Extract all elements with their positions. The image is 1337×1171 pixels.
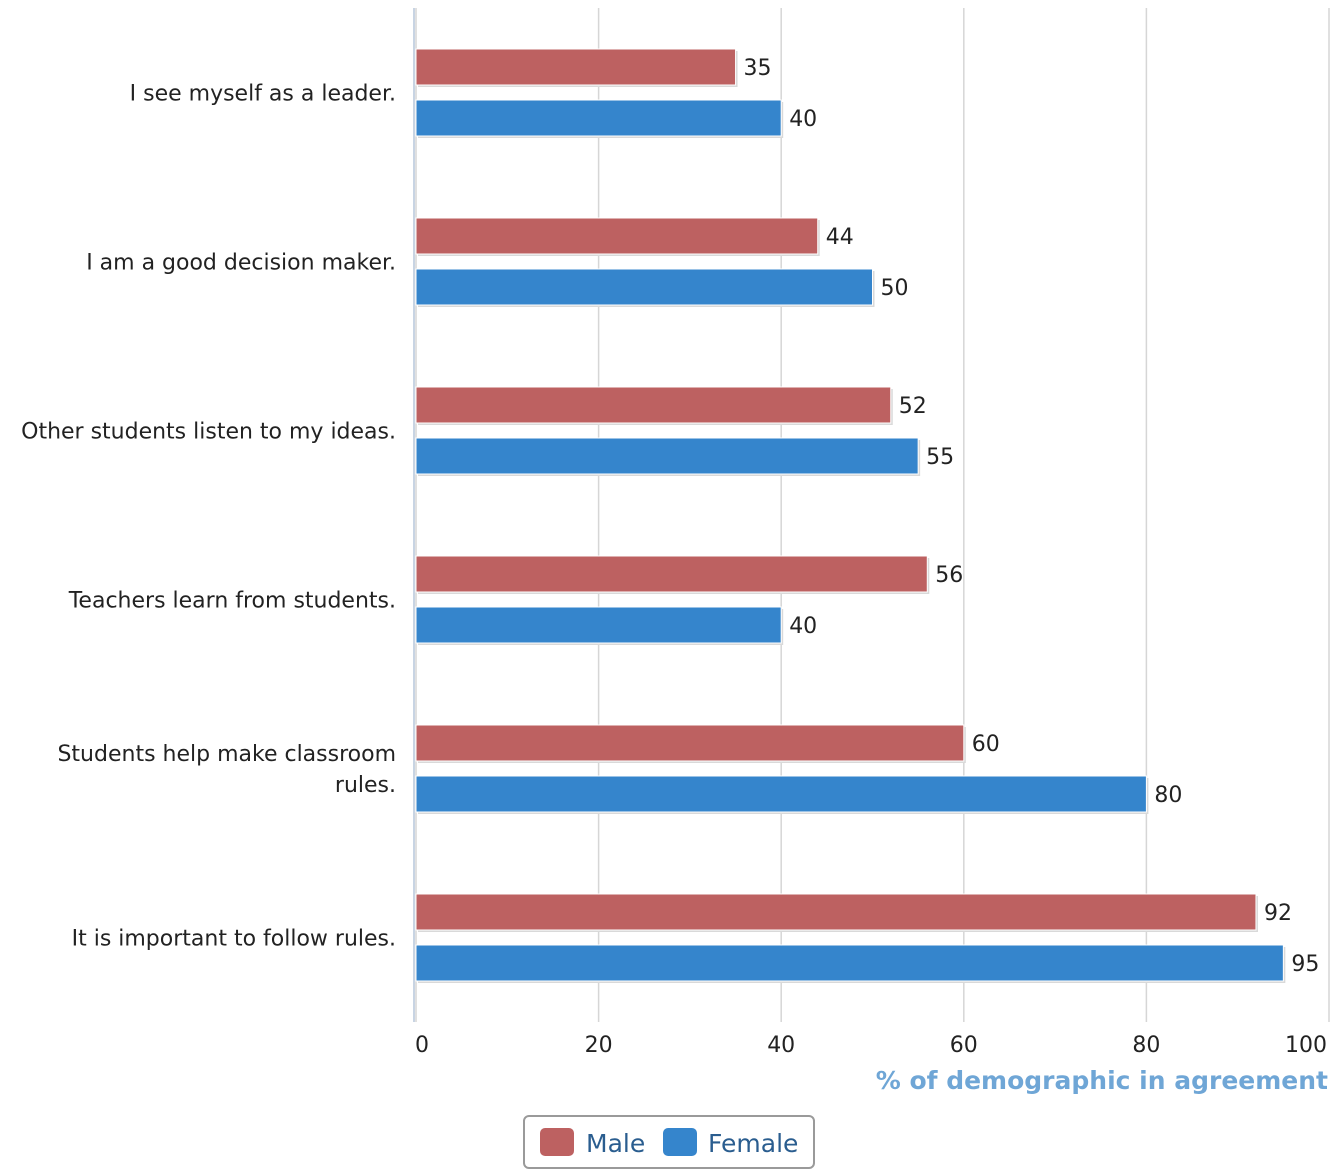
category-label: Teachers learn from students. [68, 589, 396, 614]
category-labels: I see myself as a leader. I am a good dec… [21, 82, 396, 952]
bar-female [415, 606, 782, 644]
bar-female [415, 437, 919, 475]
data-label: 92 [1264, 901, 1292, 926]
data-label: 52 [899, 394, 927, 419]
data-labels: 35 40 44 50 52 55 56 40 60 80 92 95 [744, 56, 1320, 977]
category-label: It is important to follow rules. [72, 927, 396, 952]
category-label: I am a good decision maker. [86, 251, 396, 276]
data-label: 44 [826, 225, 854, 250]
x-tick-label: 40 [767, 1033, 795, 1058]
data-label: 95 [1291, 952, 1319, 977]
data-label: 56 [935, 563, 963, 588]
category-label: I see myself as a leader. [130, 82, 396, 107]
bar-female [415, 99, 782, 137]
data-label: 40 [789, 107, 817, 132]
x-tick-label: 0 [415, 1033, 429, 1058]
x-tick-label: 60 [950, 1033, 978, 1058]
bar-male [415, 217, 819, 255]
legend: Male Female [523, 1115, 815, 1169]
category-label: Students help make classroom rules. [57, 742, 396, 798]
legend-label-male: Male [586, 1129, 645, 1158]
data-label: 60 [972, 732, 1000, 757]
x-axis-title: % of demographic in agreement [876, 1066, 1328, 1095]
x-tick-labels: 0 20 40 60 80 100 [415, 1033, 1327, 1058]
x-tick-label: 20 [585, 1033, 613, 1058]
x-tick-label: 80 [1132, 1033, 1160, 1058]
legend-swatch-male [540, 1128, 574, 1156]
data-label: 40 [789, 614, 817, 639]
data-label: 35 [744, 56, 772, 81]
data-label: 50 [881, 276, 909, 301]
bar-female [415, 944, 1284, 982]
gridlines [413, 8, 1330, 1022]
bar-female [415, 268, 873, 306]
data-label: 80 [1154, 783, 1182, 808]
bar-male [415, 386, 892, 424]
bar-male [415, 893, 1257, 931]
bar-female [415, 775, 1147, 813]
bar-male [415, 555, 928, 593]
bars [415, 48, 1286, 983]
category-label: Other students listen to my ideas. [21, 420, 396, 445]
bar-male [415, 48, 737, 86]
legend-swatch-female [663, 1128, 697, 1156]
bar-male [415, 724, 965, 762]
legend-label-female: Female [708, 1129, 798, 1158]
x-tick-label: 100 [1285, 1033, 1327, 1058]
data-label: 55 [926, 445, 954, 470]
